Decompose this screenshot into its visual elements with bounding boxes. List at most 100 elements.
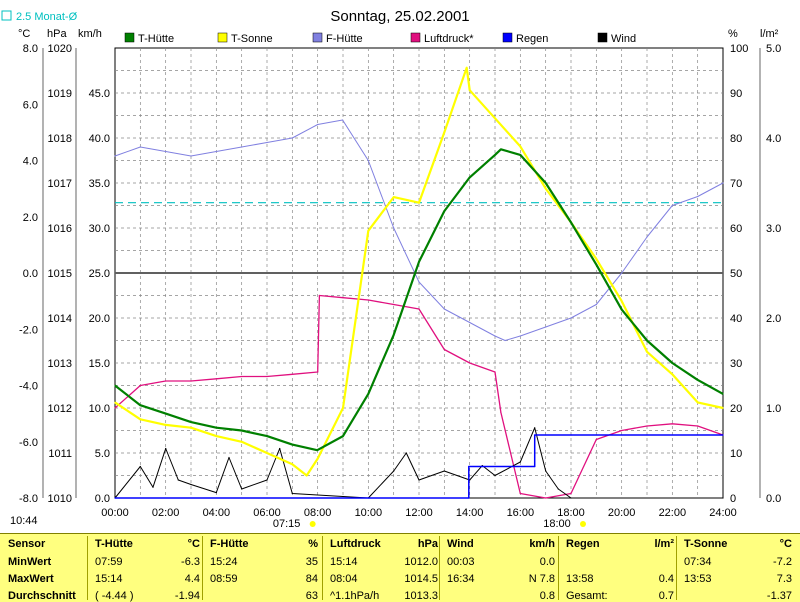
point-f-h-tte	[114, 155, 116, 157]
point-t-h-tte	[393, 334, 395, 336]
avg-checkbox[interactable]	[1, 10, 12, 21]
wind-tick: 45.0	[89, 88, 110, 100]
stats-time: 13:53	[684, 573, 712, 585]
wind-tick: 25.0	[89, 268, 110, 280]
time-tick: 04:00	[203, 507, 231, 519]
stats-value: 7.3	[776, 573, 792, 585]
stats-value: 63	[305, 590, 318, 602]
point-t-sonne	[342, 407, 344, 409]
stats-row-label: MinWert	[8, 556, 52, 568]
temp-tick: 4.0	[23, 156, 38, 168]
point-t-sonne	[671, 373, 673, 375]
stats-col-unit: l/m²	[654, 538, 674, 550]
point-luftdruck	[418, 308, 420, 310]
stats-value: 0.0	[539, 556, 555, 568]
point-wind	[291, 492, 293, 495]
stats-time: Gesamt:	[566, 590, 608, 602]
legend-swatch-3[interactable]	[410, 32, 421, 43]
point-t-h-tte	[671, 362, 673, 364]
legend-swatch-0[interactable]	[124, 32, 135, 43]
pressure-tick: 1011	[48, 448, 72, 460]
point-luftdruck	[367, 299, 369, 301]
point-regen	[534, 434, 536, 436]
point-f-h-tte	[570, 317, 572, 319]
point-t-sonne	[139, 418, 141, 420]
humidity-tick: 0	[730, 493, 736, 505]
point-luftdruck	[519, 492, 521, 495]
point-luftdruck	[318, 294, 320, 297]
stats-time: 13:58	[566, 573, 594, 585]
point-regen	[468, 497, 470, 499]
pressure-tick: 1016	[48, 223, 72, 235]
stats-time: 15:24	[210, 556, 238, 568]
point-t-h-tte	[519, 154, 521, 156]
legend: T-Hütte T-Sonne F-Hütte Luftdruck* Regen Wind	[124, 32, 636, 45]
point-wind	[177, 479, 179, 481]
point-t-sonne	[190, 427, 192, 429]
point-f-h-tte	[595, 303, 597, 306]
stats-row-label: MaxWert	[8, 573, 54, 585]
point-t-h-tte	[139, 404, 141, 406]
point-wind	[519, 461, 521, 463]
stats-col-unit: %	[308, 538, 318, 550]
temp-tick: -4.0	[19, 381, 38, 393]
legend-swatch-4[interactable]	[502, 32, 513, 43]
legend-swatch-2[interactable]	[312, 32, 323, 43]
series-f-h-tte	[114, 119, 724, 341]
humidity-tick: 40	[730, 313, 742, 325]
wind-tick: 5.0	[95, 448, 110, 460]
stats-value: -1.94	[174, 590, 200, 602]
stats-col-name: Wind	[447, 538, 474, 550]
point-f-h-tte	[504, 339, 506, 342]
point-t-h-tte	[266, 435, 268, 437]
stats-col-unit: km/h	[529, 538, 555, 550]
point-t-h-tte	[316, 449, 318, 451]
stats-col-name: Regen	[566, 538, 600, 550]
rain-tick: 4.0	[766, 133, 781, 145]
point-t-h-tte	[646, 339, 648, 342]
point-regen	[570, 434, 572, 436]
point-t-h-tte	[241, 429, 243, 432]
point-wind	[279, 447, 281, 450]
wind-tick: 10.0	[89, 403, 110, 415]
legend-swatch-5[interactable]	[597, 32, 608, 43]
point-luftdruck	[291, 373, 293, 375]
point-t-sonne	[697, 401, 699, 403]
temp-tick: 8.0	[23, 43, 38, 55]
point-t-sonne	[494, 117, 496, 119]
legend-label-3: Luftdruck*	[424, 33, 474, 45]
stats-row-label: Durchschnitt	[8, 590, 76, 602]
point-wind	[405, 452, 407, 454]
point-wind	[266, 479, 268, 481]
wind-tick: 0.0	[95, 493, 110, 505]
temp-tick: 0.0	[23, 268, 38, 280]
point-luftdruck	[139, 384, 141, 387]
point-t-sonne	[317, 458, 319, 460]
point-luftdruck	[342, 297, 344, 299]
point-f-h-tte	[291, 137, 293, 139]
legend-label-1: T-Sonne	[231, 33, 273, 45]
humidity-tick: 30	[730, 358, 742, 370]
time-tick: 10:00	[355, 507, 383, 519]
weather-chart: Sonntag, 25.02.2001 2.5 Monat-Ø T-Hütte T…	[1, 8, 781, 530]
time-tick: 12:00	[405, 507, 433, 519]
stats-time: 15:14	[330, 556, 358, 568]
legend-swatch-1[interactable]	[217, 32, 228, 43]
stats-time: 07:34	[684, 556, 712, 568]
point-t-h-tte	[595, 264, 597, 266]
wind-tick: 20.0	[89, 313, 110, 325]
stats-value: 84	[305, 573, 318, 585]
point-t-sonne	[114, 401, 116, 403]
point-luftdruck	[114, 407, 116, 409]
stats-time: 00:03	[447, 556, 475, 568]
point-regen	[534, 465, 536, 468]
wind-tick: 30.0	[89, 223, 110, 235]
point-t-h-tte	[545, 182, 547, 184]
point-f-h-tte	[342, 119, 344, 121]
pressure-tick: 1014	[48, 313, 72, 325]
axis-unit-3: %	[728, 28, 738, 40]
legend-label-5: Wind	[611, 33, 636, 45]
stats-time: ( -4.44 )	[95, 590, 134, 602]
point-f-h-tte	[621, 272, 623, 274]
point-t-h-tte	[500, 148, 502, 150]
